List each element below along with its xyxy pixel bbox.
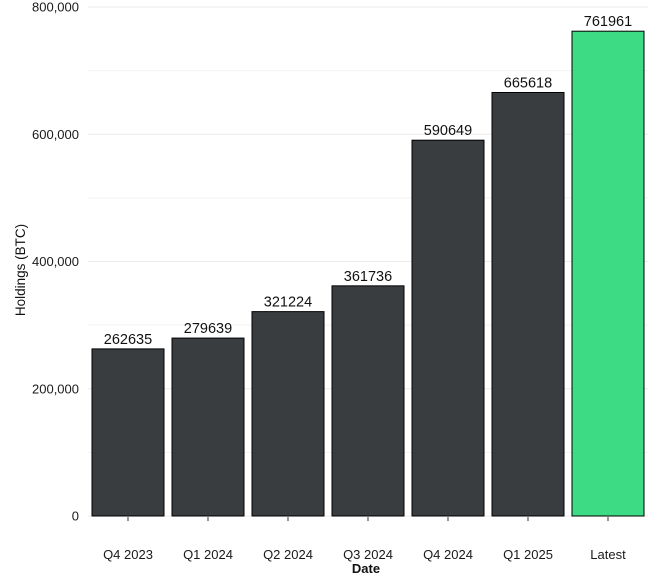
y-tick-label: 200,000 <box>32 381 79 396</box>
x-tick-label: Q4 2024 <box>423 547 473 562</box>
data-labels: 262635 279639 321224 361736 590649 665618 7619… <box>104 14 632 348</box>
x-tick-label: Q1 2024 <box>183 547 233 562</box>
bar-q4-2023 <box>91 348 165 517</box>
x-tick-label: Latest <box>590 547 626 562</box>
bar-q1-2024 <box>171 337 245 517</box>
data-label: 262635 <box>104 332 152 348</box>
data-label: 361736 <box>344 269 392 285</box>
bar-q4-2024 <box>411 139 485 517</box>
data-label: 761961 <box>584 14 632 30</box>
x-axis-title: Date <box>352 561 380 576</box>
y-tick-label: 400,000 <box>32 254 79 269</box>
bar-q2-2024 <box>251 311 325 517</box>
bar-q3-2024 <box>331 285 405 517</box>
bar-q1-2025 <box>491 92 565 517</box>
y-tick-label: 800,000 <box>32 0 79 15</box>
x-tick-label: Q1 2025 <box>503 547 553 562</box>
x-axis-ticks: Q4 2023 Q1 2024 Q2 2024 Q3 2024 Q4 2024 Q1 20… <box>103 517 626 562</box>
data-label: 321224 <box>264 295 312 311</box>
y-axis-title: Holdings (BTC) <box>13 224 28 316</box>
x-tick-label: Q3 2024 <box>343 547 393 562</box>
y-tick-label: 600,000 <box>32 127 79 142</box>
y-tick-label: 0 <box>72 509 79 524</box>
data-label: 279639 <box>184 321 232 337</box>
bars <box>91 30 645 517</box>
data-label: 665618 <box>504 76 552 92</box>
bar-latest <box>571 30 645 517</box>
y-axis-ticks: 0 200,000 400,000 600,000 800,000 <box>32 0 79 524</box>
x-tick-label: Q2 2024 <box>263 547 313 562</box>
x-tick-label: Q4 2023 <box>103 547 153 562</box>
data-label: 590649 <box>424 123 472 139</box>
